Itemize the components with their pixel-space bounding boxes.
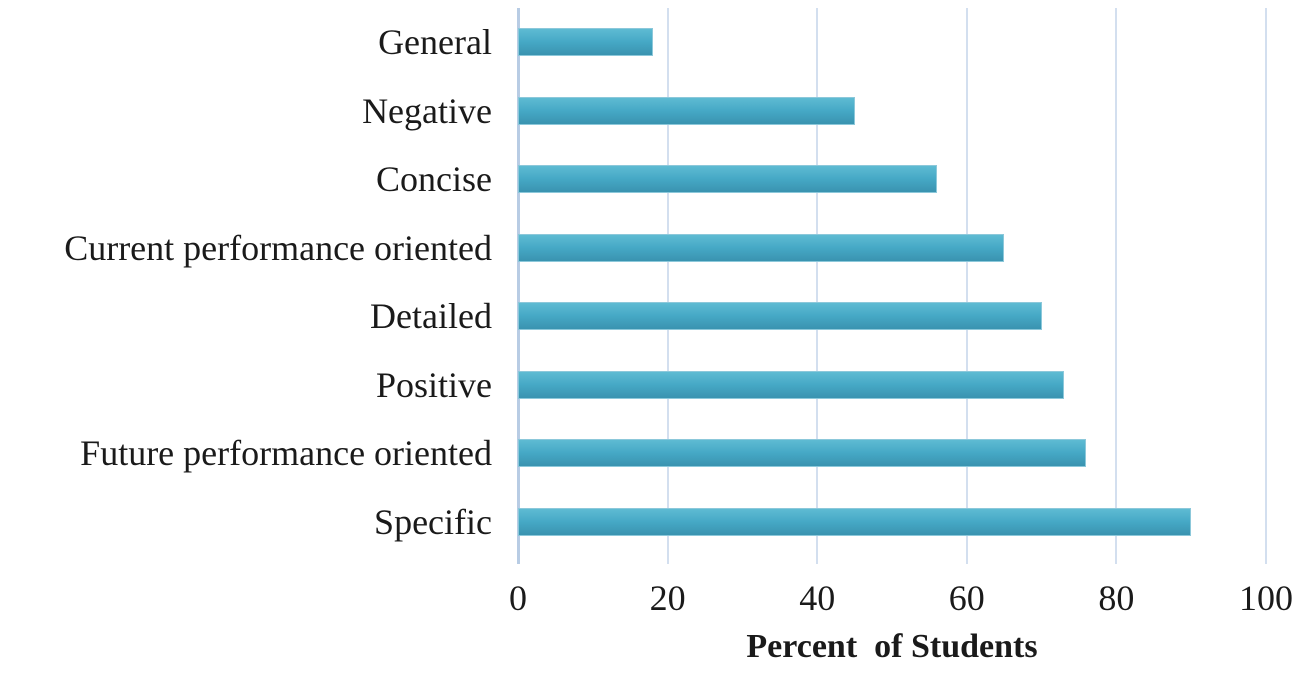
- category-label: Detailed: [370, 296, 492, 337]
- category-label: General: [378, 22, 492, 63]
- gridline-x-80: [1115, 8, 1118, 564]
- bar-future-performance-oriented: [518, 439, 1087, 468]
- x-axis-tick-labels: 0 20 40 60 80 100: [509, 578, 1293, 622]
- category-label: Positive: [375, 364, 492, 405]
- category-label: Negative: [362, 90, 492, 131]
- gridline-x-60: [965, 8, 968, 564]
- bar-positive: [518, 370, 1065, 399]
- bar-current-performance-oriented: [518, 233, 1005, 262]
- bar-negative: [518, 96, 855, 125]
- plot-area: [517, 8, 1267, 564]
- x-axis-title: Percent of Students: [746, 628, 1038, 665]
- category-axis-line: [517, 8, 520, 564]
- gridline-x-40: [816, 8, 819, 564]
- x-tick-label: 40: [799, 578, 836, 618]
- category-label: Concise: [376, 159, 492, 200]
- x-tick-label: 80: [1098, 578, 1135, 618]
- bar-specific: [518, 507, 1192, 536]
- bar-general: [518, 28, 653, 57]
- gridline-x-100: [1265, 8, 1267, 564]
- category-label: Specific: [374, 501, 492, 542]
- category-axis-labels: General Negative Concise Current performanc…: [0, 8, 518, 556]
- x-tick-label: 0: [509, 578, 527, 618]
- category-label: Future performance oriented: [80, 433, 492, 474]
- bar-concise: [518, 165, 937, 194]
- gridline-x-20: [666, 8, 669, 564]
- x-tick-label: 20: [649, 578, 686, 618]
- x-tick-label: 100: [1239, 578, 1293, 618]
- category-label: Current performance oriented: [64, 227, 492, 268]
- bar-detailed: [518, 302, 1042, 331]
- x-tick-label: 60: [948, 578, 985, 618]
